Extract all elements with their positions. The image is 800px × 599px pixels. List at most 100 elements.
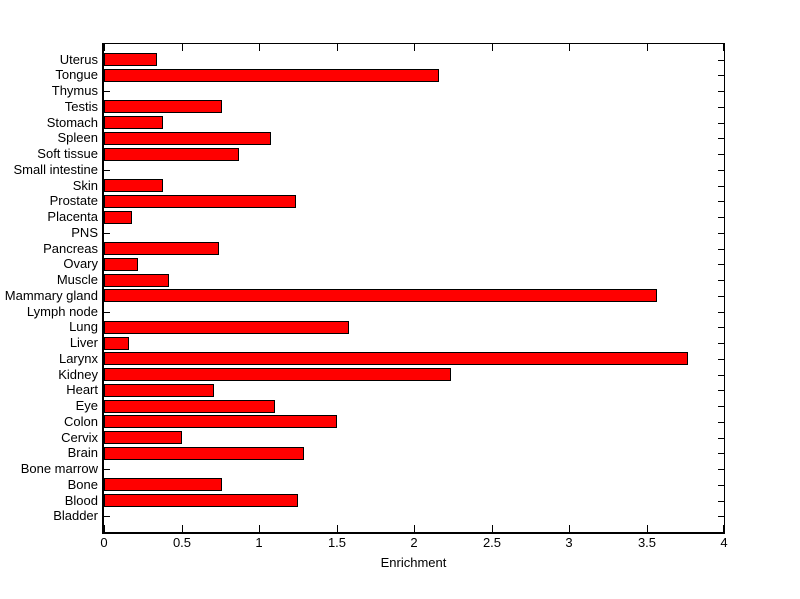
y-tick-label-uterus: Uterus [59,52,98,67]
y-tick-label-heart: Heart [66,382,98,397]
y-tick-right [718,217,724,218]
y-tick-right [718,438,724,439]
x-tick-top [182,44,183,51]
x-tick-label: 0.5 [172,535,192,550]
y-tick-label-lung: Lung [69,319,98,334]
x-tick-top [337,44,338,51]
y-tick-label-small-intestine: Small intestine [13,162,98,177]
y-tick-right [718,75,724,76]
x-tick-top [723,44,724,51]
y-tick-label-colon: Colon [64,414,98,429]
y-tick-label-pns: PNS [71,225,98,240]
y-tick-right [718,264,724,265]
y-tick [104,91,110,92]
y-tick-right [718,123,724,124]
bar-pancreas [104,242,219,255]
x-tick [723,525,724,532]
y-tick-label-testis: Testis [64,99,98,114]
y-tick-right [718,485,724,486]
bar-ovary [104,258,138,271]
x-tick-label: 2.5 [482,535,502,550]
y-tick-right [718,249,724,250]
y-tick-right [718,501,724,502]
y-tick-label-skin: Skin [72,178,98,193]
bar-kidney [104,368,451,381]
y-tick-right [718,516,724,517]
y-tick-label-spleen: Spleen [57,130,98,145]
y-tick-right [718,296,724,297]
x-tick [492,525,493,532]
y-tick-right [718,343,724,344]
y-tick-label-mammary-gland: Mammary gland [4,288,98,303]
y-tick-right [718,138,724,139]
y-tick-right [718,280,724,281]
x-tick [104,525,105,532]
y-tick [104,516,110,517]
y-tick-right [718,91,724,92]
bar-stomach [104,116,163,129]
y-tick-label-bone: Bone [67,477,98,492]
bar-bone [104,478,222,491]
y-tick-right [718,312,724,313]
bar-liver [104,337,129,350]
x-tick-top [647,44,648,51]
bar-spleen [104,132,271,145]
y-tick-right [718,233,724,234]
bar-brain [104,447,304,460]
y-tick [104,312,110,313]
bar-mammary-gland [104,289,657,302]
y-tick [104,233,110,234]
bar-blood [104,494,298,507]
bar-colon [104,415,337,428]
x-axis-title: Enrichment [380,555,447,570]
y-tick-label-cervix: Cervix [61,430,98,445]
x-tick-top [569,44,570,51]
y-tick-label-soft-tissue: Soft tissue [37,146,98,161]
y-tick-label-tongue: Tongue [55,67,98,82]
y-tick-right [718,406,724,407]
bar-testis [104,100,222,113]
x-tick [182,525,183,532]
x-tick [647,525,648,532]
y-tick [104,469,110,470]
y-tick-label-brain: Brain [67,445,98,460]
y-tick-right [718,186,724,187]
bar-muscle [104,274,169,287]
bar-soft-tissue [104,148,239,161]
y-tick-label-larynx: Larynx [58,351,98,366]
y-tick-right [718,375,724,376]
bar-cervix [104,431,182,444]
y-tick-label-eye: Eye [75,398,98,413]
bar-tongue [104,69,439,82]
bar-heart [104,384,214,397]
x-tick-label: 0 [100,535,108,550]
x-tick-label: 1.5 [327,535,347,550]
bar-larynx [104,352,688,365]
y-tick-label-prostate: Prostate [49,193,98,208]
bar-lung [104,321,349,334]
y-tick-right [718,453,724,454]
x-tick-label: 4 [720,535,728,550]
bar-prostate [104,195,296,208]
y-tick-label-muscle: Muscle [56,272,98,287]
y-tick-right [718,154,724,155]
x-tick-top [259,44,260,51]
y-tick-label-placenta: Placenta [47,209,98,224]
x-tick-top [104,44,105,51]
bar-skin [104,179,163,192]
x-tick [569,525,570,532]
x-tick-label: 3.5 [637,535,657,550]
y-tick-right [718,170,724,171]
x-tick [337,525,338,532]
x-tick-label: 2 [410,535,418,550]
y-tick-right [718,201,724,202]
y-tick-label-liver: Liver [69,335,98,350]
y-tick-label-bone-marrow: Bone marrow [20,461,98,476]
x-tick [414,525,415,532]
y-tick-label-thymus: Thymus [51,83,98,98]
x-tick-label: 3 [565,535,573,550]
y-tick-label-stomach: Stomach [46,115,98,130]
x-tick-top [492,44,493,51]
y-tick-label-bladder: Bladder [53,508,98,523]
